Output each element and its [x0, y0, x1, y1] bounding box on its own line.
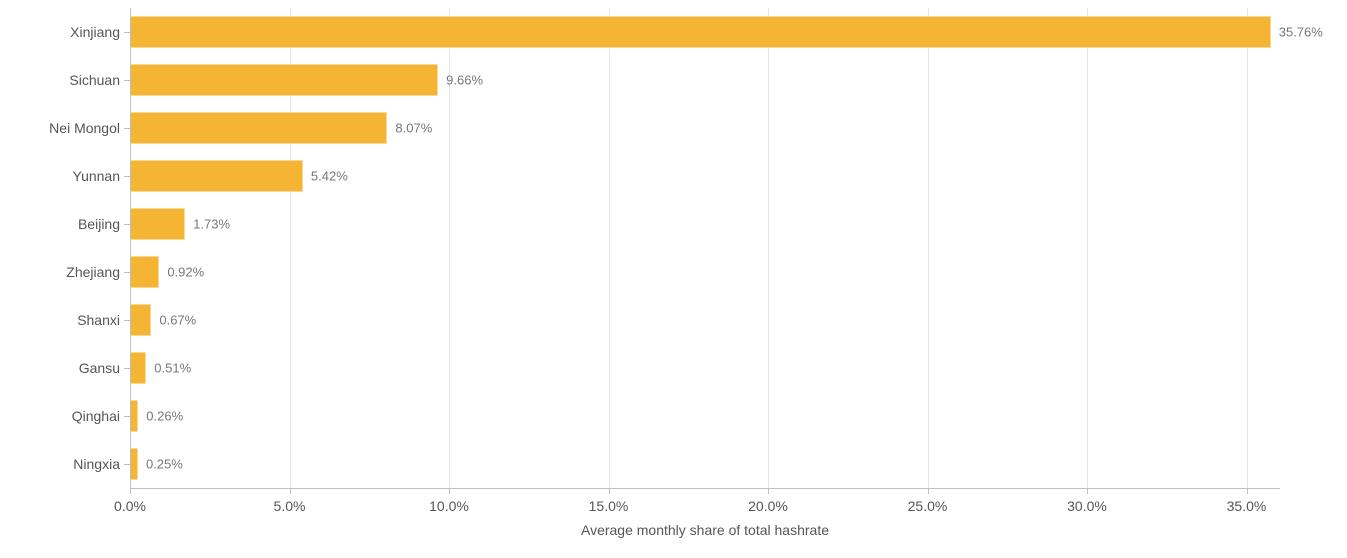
bar: [130, 352, 146, 384]
y-tick-mark: [124, 320, 130, 321]
bar-row: 5.42%: [130, 152, 1280, 200]
bar-value-label: 0.51%: [154, 361, 191, 376]
bar: [130, 16, 1271, 48]
y-tick-mark: [124, 416, 130, 417]
hashrate-bar-chart: 35.76% 9.66% 8.07% 5.42% 1.73% 0.92% 0.67% 0.51…: [0, 0, 1347, 558]
bar-value-label: 0.92%: [167, 265, 204, 280]
bar-row: 8.07%: [130, 104, 1280, 152]
x-tick-label: 15.0%: [589, 498, 629, 514]
y-axis-line: [130, 8, 131, 488]
bar: [130, 304, 151, 336]
category-label: Gansu: [79, 360, 120, 376]
x-tick-label: 35.0%: [1227, 498, 1267, 514]
y-tick-mark: [124, 128, 130, 129]
bar: [130, 64, 438, 96]
category-label: Ningxia: [73, 456, 120, 472]
bar-row: 0.92%: [130, 248, 1280, 296]
bar-value-label: 0.25%: [146, 457, 183, 472]
bar-value-label: 8.07%: [395, 121, 432, 136]
category-label: Yunnan: [73, 168, 121, 184]
bar-row: 0.67%: [130, 296, 1280, 344]
bar-value-label: 5.42%: [311, 169, 348, 184]
bar: [130, 400, 138, 432]
category-label: Xinjiang: [70, 24, 120, 40]
y-tick-mark: [124, 32, 130, 33]
bar-row: 0.51%: [130, 344, 1280, 392]
bar-row: 9.66%: [130, 56, 1280, 104]
category-label: Qinghai: [72, 408, 120, 424]
bar-row: 35.76%: [130, 8, 1280, 56]
bar: [130, 208, 185, 240]
category-label: Beijing: [78, 216, 120, 232]
category-label: Shanxi: [77, 312, 120, 328]
bar-row: 0.25%: [130, 440, 1280, 488]
category-label: Zhejiang: [66, 264, 120, 280]
y-tick-mark: [124, 272, 130, 273]
x-tick-label: 5.0%: [274, 498, 306, 514]
bar: [130, 448, 138, 480]
bar: [130, 256, 159, 288]
x-tick-label: 10.0%: [429, 498, 469, 514]
y-tick-mark: [124, 80, 130, 81]
y-tick-mark: [124, 368, 130, 369]
y-tick-mark: [124, 464, 130, 465]
bar: [130, 112, 387, 144]
bar-value-label: 35.76%: [1279, 25, 1323, 40]
x-tick-label: 20.0%: [748, 498, 788, 514]
x-tick-label: 30.0%: [1067, 498, 1107, 514]
bar-row: 0.26%: [130, 392, 1280, 440]
bar-value-label: 1.73%: [193, 217, 230, 232]
x-tick-label: 25.0%: [908, 498, 948, 514]
bar-row: 1.73%: [130, 200, 1280, 248]
bar-value-label: 0.67%: [159, 313, 196, 328]
category-label: Sichuan: [69, 72, 120, 88]
x-axis-title: Average monthly share of total hashrate: [581, 522, 829, 538]
plot-area: 35.76% 9.66% 8.07% 5.42% 1.73% 0.92% 0.67% 0.51…: [130, 8, 1280, 488]
x-axis-line: [130, 488, 1280, 489]
bar-value-label: 9.66%: [446, 73, 483, 88]
y-tick-mark: [124, 176, 130, 177]
y-tick-mark: [124, 224, 130, 225]
x-tick-label: 0.0%: [114, 498, 146, 514]
bar-value-label: 0.26%: [146, 409, 183, 424]
category-label: Nei Mongol: [49, 120, 120, 136]
bar: [130, 160, 303, 192]
